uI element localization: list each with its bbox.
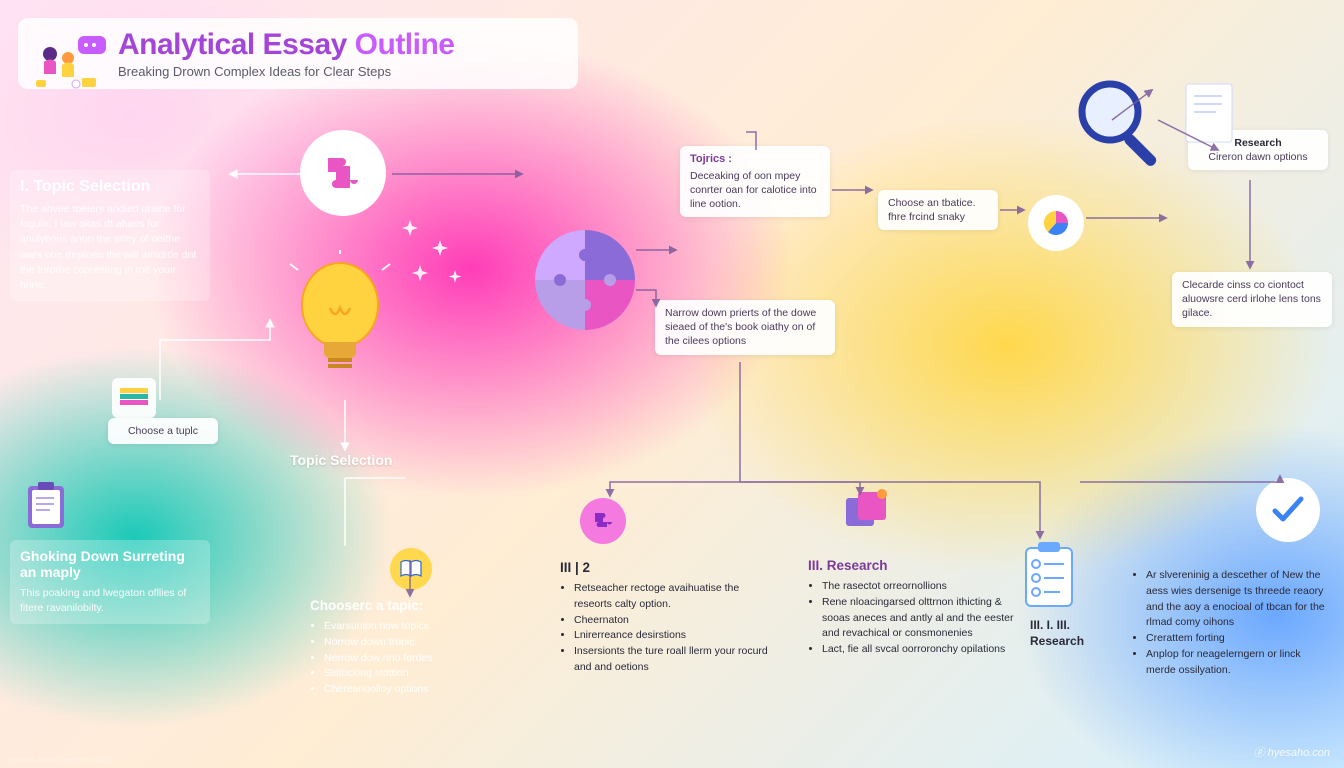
sidecard-topic: I. Topic Selection The ahvee toeiers and… bbox=[10, 170, 210, 301]
chip-clearde: Clecarde cinss co ciontoct aluowsre cerd… bbox=[1172, 272, 1332, 327]
section-final-list: Ar slvereninig a descether of New the ae… bbox=[1132, 568, 1332, 678]
section-iii2-heading: III | 2 bbox=[560, 560, 780, 575]
list-item: Norrow down tropic bbox=[324, 635, 520, 651]
magnifier-icon bbox=[1068, 70, 1178, 180]
cards-icon bbox=[838, 488, 892, 532]
people-decor-icon bbox=[32, 32, 112, 94]
checkmark-circle-icon bbox=[1256, 478, 1320, 542]
list-item: Retseacher rectoge avaihuatise the reseo… bbox=[574, 581, 780, 613]
chip-narrow-text: Narrow down prierts of the dowe sieaed o… bbox=[665, 307, 816, 347]
section-choose: Chooserc a tapic: Evarsunion now topics … bbox=[310, 598, 520, 698]
books-icon bbox=[112, 378, 156, 418]
sidecard-topic-title: I. Topic Selection bbox=[20, 178, 200, 196]
section-research-list: The rasectot orreornollions Rene nloacin… bbox=[808, 579, 1018, 658]
list-item: Crerattem forting bbox=[1146, 631, 1332, 647]
label-research-iii: III. I. III. Research bbox=[1030, 618, 1084, 649]
section-research: III. Research The rasectot orreornollion… bbox=[808, 558, 1018, 658]
clipboard-list-icon bbox=[1020, 540, 1078, 612]
chip-topics-body: Deceaking of oon mpey conrter oan for ca… bbox=[690, 169, 820, 212]
puzzle-circle-icon bbox=[300, 130, 386, 216]
document-icon bbox=[1180, 78, 1240, 150]
chip-topics-title: Tojrics : bbox=[690, 152, 820, 167]
header-card: Analytical Essay Outline Breaking Drown … bbox=[18, 18, 578, 89]
chip-clearde-text: Clecarde cinss co ciontoct aluowsre cerd… bbox=[1182, 279, 1321, 319]
lightbulb-icon bbox=[280, 250, 400, 400]
list-item: Insersionts the ture roall llerm your ro… bbox=[574, 644, 780, 676]
list-item: Chereanoolloy options bbox=[324, 682, 520, 698]
label-topic-selection: Topic Selection bbox=[290, 452, 392, 468]
sidecard-breaking-title: Ghoking Down Surreting an maply bbox=[20, 548, 200, 580]
sidecard-breaking-body: This poaking and lwegaton ofllies of fit… bbox=[20, 586, 200, 616]
chart-circle-icon bbox=[1028, 195, 1084, 251]
sidecard-breaking: Ghoking Down Surreting an maply This poa… bbox=[10, 540, 210, 624]
page-title: Analytical Essay Outline bbox=[118, 28, 564, 62]
title-right: Outline bbox=[355, 28, 455, 61]
sidecard-topic-body: The ahvee toeiers andied uraine for fogu… bbox=[20, 202, 200, 293]
page-subtitle: Breaking Drown Complex Ideas for Clear S… bbox=[118, 64, 564, 79]
list-item: The rasectot orreornollions bbox=[822, 579, 1018, 595]
section-final: Ar slvereninig a descether of New the ae… bbox=[1132, 568, 1332, 678]
section-research-heading: III. Research bbox=[808, 558, 1018, 573]
chip-narrow: Narrow down prierts of the dowe sieaed o… bbox=[655, 300, 835, 355]
list-item: Slstricking stottion bbox=[324, 666, 520, 682]
clipboard-icon bbox=[24, 480, 68, 532]
chip-research-body: Cireron dawn options bbox=[1198, 150, 1318, 164]
title-left: Analytical Essay bbox=[118, 28, 355, 61]
chip-choose-tbatice-text: Choose an tbatice. fhre frcind snaky bbox=[888, 197, 976, 223]
pink-puzzle-icon bbox=[580, 498, 626, 544]
chip-choose-topic-text: Choose a tuplc bbox=[128, 425, 198, 437]
section-iii2-list: Retseacher rectoge avaihuatise the reseo… bbox=[560, 581, 780, 676]
section-choose-heading: Chooserc a tapic: bbox=[310, 598, 520, 613]
list-item: Rene nloacingarsed olttrnon ithicting & … bbox=[822, 595, 1018, 642]
chip-topics: Tojrics : Deceaking of oon mpey conrter … bbox=[680, 146, 830, 217]
list-item: Ar slvereninig a descether of New the ae… bbox=[1146, 568, 1332, 631]
watermark: ⓟ hyesaho.con bbox=[1254, 744, 1330, 760]
list-item: Evarsunion now topics bbox=[324, 619, 520, 635]
list-item: Nerrow dow nno fordes bbox=[324, 651, 520, 667]
list-item: Lnirerreance desirstions bbox=[574, 628, 780, 644]
open-book-icon bbox=[390, 548, 432, 590]
section-iii2: III | 2 Retseacher rectoge avaihuatise t… bbox=[560, 560, 780, 676]
chip-choose-topic: Choose a tuplc bbox=[108, 418, 218, 444]
section-choose-list: Evarsunion now topics Norrow down tropic… bbox=[310, 619, 520, 698]
sparkles-icon bbox=[400, 210, 470, 300]
globe-puzzle-icon bbox=[530, 225, 640, 335]
list-item: Cheernaton bbox=[574, 613, 780, 629]
list-item: Lact, fie all svcal oorroronchy opilatio… bbox=[822, 642, 1018, 658]
chip-choose-tbatice: Choose an tbatice. fhre frcind snaky bbox=[878, 190, 998, 230]
footer-credit: repsakto.Alaos/freegeeatobracr bbox=[6, 757, 113, 764]
list-item: Anplop for neagelerngern or linck merde … bbox=[1146, 647, 1332, 679]
